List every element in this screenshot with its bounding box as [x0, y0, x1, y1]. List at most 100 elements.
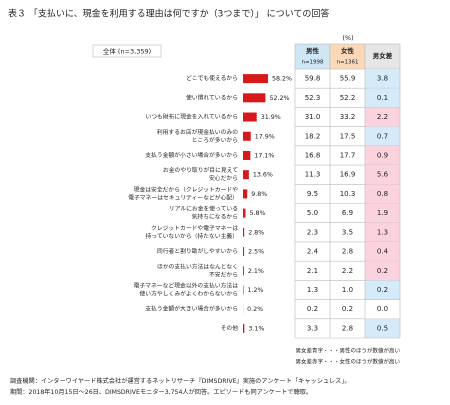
bar	[243, 170, 249, 180]
table-cell: 17.7	[340, 151, 356, 159]
table-cell: 11.3	[305, 171, 321, 179]
value-label: 17.1%	[254, 152, 274, 159]
value-label: 5.8%	[249, 210, 265, 217]
table-cell: 5.6	[377, 171, 389, 179]
table-cell: 2.8	[342, 248, 353, 256]
bar	[243, 74, 269, 84]
value-label: 1.2%	[248, 287, 264, 294]
category-label: どこでも使えるから	[186, 74, 238, 82]
table-cell: 0.2	[377, 286, 388, 294]
diff-cell	[365, 126, 400, 146]
diff-cell	[365, 280, 400, 300]
value-label: 58.2%	[272, 76, 292, 83]
overall-header: 全体 (n=3,359)	[103, 47, 151, 56]
unit: (%)	[342, 34, 353, 42]
table-cell: 9.5	[307, 190, 318, 198]
table-cell: 1.3	[307, 286, 318, 294]
diff-cell	[365, 184, 400, 204]
category-label: 使い慣れているから	[186, 93, 238, 101]
category-label: ところが多いから	[192, 136, 238, 144]
table-cell: 52.2	[340, 94, 356, 102]
value-label: 9.8%	[251, 191, 267, 198]
diff-cell	[365, 145, 400, 166]
category-label: 同行者と割り勘がしやすいから	[157, 247, 238, 255]
column-header: 男女差	[372, 51, 393, 60]
table-cell: 6.9	[342, 209, 353, 217]
column-header-cell	[294, 43, 331, 70]
table-cell: 3.5	[342, 228, 353, 236]
column-n: n=1361	[336, 60, 358, 66]
table-cell: 2.3	[307, 228, 318, 236]
table-cell: 0.1	[377, 94, 388, 102]
diff-cell	[365, 203, 400, 223]
value-label: 13.6%	[253, 172, 273, 179]
category-label: 現金は安全だから（クレジットカードや	[134, 185, 239, 193]
footer: 調査機関：インターワイヤード株式会社が運営するネットリサーチ『DIMSDRIVE…	[10, 377, 351, 385]
category-label: お金のやり取りが目に見えて	[163, 166, 238, 174]
category-label: 支払う金額が大きい場合が多いから	[145, 305, 238, 313]
table-cell: 3.3	[307, 324, 318, 332]
diff-cell	[365, 88, 400, 108]
legend-male: 男女差青字・・・男性のほうが数値が高い	[295, 347, 400, 355]
table-cell: 0.5	[377, 324, 388, 332]
table-cell: 0.7	[377, 132, 388, 140]
table-cell: 0.2	[307, 305, 318, 313]
value-label: 3.1%	[248, 325, 264, 332]
column-header: 男性	[305, 46, 320, 55]
category-label: 電子マネーなど現金以外の支払い方法は	[134, 281, 239, 289]
table-cell: 2.2	[377, 113, 388, 121]
diff-cell	[365, 107, 400, 127]
bar	[243, 208, 246, 218]
legend-female: 男女差赤字・・・女性のほうが数値が高い	[295, 358, 400, 366]
bar	[243, 285, 244, 295]
category-label: クレジットカードや電子マネーは	[151, 224, 238, 232]
table-cell: 17.5	[340, 132, 356, 140]
value-label: 52.2%	[269, 95, 289, 102]
bar	[243, 323, 245, 333]
column-header-cell	[329, 43, 366, 70]
bar	[243, 247, 245, 257]
value-label: 0.2%	[247, 306, 263, 313]
table-cell: 10.3	[340, 190, 356, 198]
table-cell: 0.8	[377, 190, 388, 198]
table-cell: 5.0	[307, 209, 318, 217]
table-cell: 2.2	[342, 267, 353, 275]
diff-cell	[365, 318, 400, 338]
category-label: リアルにお金を使っている	[169, 205, 238, 213]
diff-cell	[365, 69, 400, 89]
diff-cell	[365, 165, 400, 185]
column-n: n=1998	[301, 60, 324, 66]
value-label: 17.9%	[255, 133, 275, 140]
table-cell: 2.1	[307, 267, 318, 275]
table-cell: 2.8	[342, 324, 353, 332]
category-label: 安心だから	[209, 174, 238, 182]
category-label: その他	[221, 324, 239, 332]
column-header: 女性	[341, 46, 355, 55]
table-cell: 1.9	[377, 209, 388, 217]
bar	[243, 150, 251, 160]
table-cell: 1.0	[342, 286, 353, 294]
column-header-cell	[364, 43, 401, 70]
footer: 期間：2018年10月15日～26日、DIMSDRIVEモニター3,754人が回…	[10, 388, 312, 396]
table-cell: 0.0	[377, 305, 388, 313]
table-cell: 0.9	[377, 151, 388, 159]
category-label: ほかの支払い方法はなんとなく	[157, 262, 238, 270]
diff-cell	[365, 261, 400, 281]
category-label: 気持ちになるから	[192, 213, 238, 221]
bar	[243, 93, 266, 103]
table-cell: 59.8	[305, 75, 321, 83]
bar	[243, 112, 257, 122]
value-label: 31.9%	[261, 114, 281, 121]
header-box	[92, 44, 162, 58]
table-cell: 16.8	[305, 151, 321, 159]
diff-cell	[365, 222, 400, 242]
category-label: 不安だから	[209, 270, 238, 278]
value-label: 2.1%	[248, 268, 264, 275]
value-label: 2.8%	[248, 229, 264, 236]
table-cell: 1.3	[377, 228, 388, 236]
category-label: 利用するお店が現金払いのみの	[157, 128, 238, 136]
value-label: 2.5%	[248, 249, 264, 256]
table-cell: 52.3	[305, 94, 321, 102]
